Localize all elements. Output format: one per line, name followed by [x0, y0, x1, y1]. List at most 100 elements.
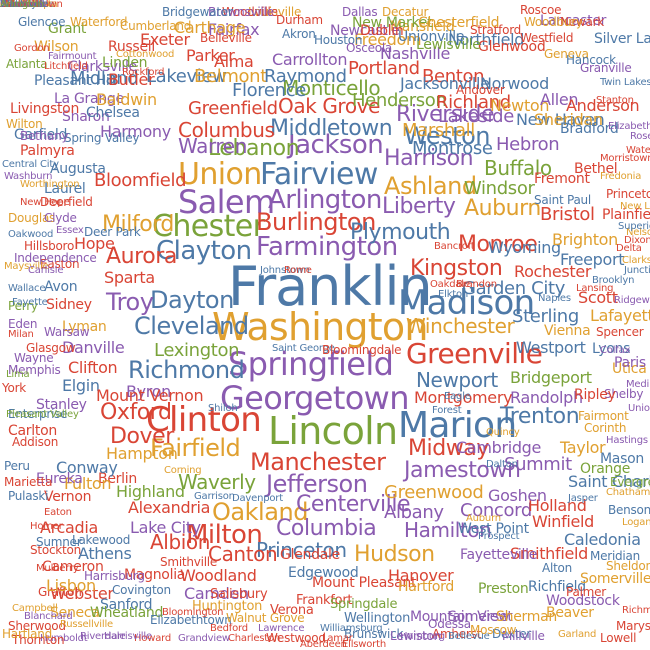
word-danville: Danville: [62, 338, 125, 357]
word-milton: Milton: [186, 520, 263, 550]
word-arlington: Arlington: [268, 185, 382, 215]
word-alma: Alma: [214, 52, 254, 71]
word-litchfield: Litchfield: [44, 61, 88, 72]
word-vernon: Vernon: [44, 489, 92, 505]
word-russellville: Russellville: [60, 619, 113, 630]
word-jackson: Jackson: [288, 130, 384, 160]
word-richmond: Richmond: [622, 605, 650, 616]
word-madison: Madison: [398, 283, 535, 323]
word-brownsville: Brownsville: [208, 5, 274, 19]
word-wallace: Wallace: [8, 283, 46, 294]
word-scott: Scott: [578, 288, 618, 307]
word-lancaster: Lancaster: [540, 13, 607, 29]
word-augusta: Augusta: [50, 161, 106, 177]
word-garrison: Garrison: [194, 491, 235, 502]
word-carlisle: Carlisle: [28, 265, 64, 276]
word-akron: Akron: [282, 27, 316, 41]
word-hampton: Hampton: [106, 444, 178, 463]
word-trenton: Trenton: [500, 404, 580, 429]
word-lebanon: Lebanon: [208, 136, 300, 161]
word-union-city: Union City: [628, 403, 650, 414]
word-wilson: Wilson: [34, 39, 79, 55]
word-cottonwood: Cottonwood: [116, 49, 175, 60]
word-hope: Hope: [74, 234, 115, 253]
word-louisville: Louisville: [248, 5, 302, 19]
word-oakdale: Oakdale: [430, 279, 470, 290]
word-hastings: Hastings: [606, 435, 648, 446]
word-sumner: Sumner: [36, 535, 82, 549]
word-dixon: Dixon: [624, 235, 650, 246]
word-springdale: Springdale: [330, 597, 398, 612]
word-naples: Naples: [538, 293, 571, 304]
word-vienna: Vienna: [544, 323, 591, 339]
word-jacksonville: Jacksonville: [400, 74, 490, 93]
word-douglas: Douglas: [8, 211, 56, 225]
word-peru: Peru: [4, 459, 30, 473]
word-laurel: Laurel: [44, 181, 86, 197]
word-clyde: Clyde: [44, 211, 77, 225]
word-sanford: Sanford: [100, 597, 153, 613]
word-fairview: Fairview: [260, 157, 378, 192]
word-new-castle: New Castle: [0, 0, 55, 10]
word-spencer: Spencer: [596, 325, 644, 339]
word-sidney: Sidney: [46, 297, 92, 313]
word-spring-valley: Spring Valley: [64, 131, 140, 145]
word-mitchell: Mitchell: [0, 0, 38, 10]
word-bradford: Bradford: [560, 121, 619, 137]
word-troy: Troy: [106, 288, 154, 316]
word-nashville: Nashville: [380, 44, 451, 63]
word-nelson: Nelson: [626, 227, 650, 238]
word-springfield: Springfield: [228, 345, 394, 383]
word-sherwood: Sherwood: [8, 619, 66, 633]
word-riverdale: Riverdale: [80, 631, 126, 642]
word-goshen: Goshen: [488, 486, 547, 505]
word-lexington: Lexington: [154, 340, 240, 361]
word-elgin: Elgin: [62, 376, 100, 395]
word-midland: Midland: [70, 68, 139, 89]
word-osceola: Osceola: [346, 41, 393, 55]
word-salisbury: Salisbury: [210, 587, 268, 602]
word-hancock: Hancock: [566, 53, 616, 67]
word-lowell: Lowell: [600, 631, 637, 645]
word-brookfield: Brookfield: [0, 0, 49, 10]
word-manchester: Manchester: [250, 448, 386, 476]
word-sherman: Sherman: [496, 609, 558, 625]
word-norwood: Norwood: [480, 74, 549, 93]
word-salem: Salem: [178, 183, 275, 221]
word-deerfield: Deerfield: [40, 195, 93, 209]
word-garland: Garland: [558, 629, 597, 640]
word-addison: Addison: [12, 435, 59, 449]
word-worthington: Worthington: [20, 179, 80, 190]
word-montrose: Montrose: [412, 138, 493, 159]
word-covington: Covington: [112, 583, 171, 597]
word-eagle: Eagle: [444, 391, 471, 402]
word-bridgewater: Bridgewater: [162, 5, 233, 19]
word-webster: Webster: [50, 584, 114, 603]
word-richmond: Richmond: [128, 356, 245, 384]
word-fredonia: Fredonia: [600, 171, 642, 182]
word-union: Union: [178, 157, 262, 192]
word-monticello: Monticello: [282, 76, 381, 100]
word-twin-lakes: Twin Lakes: [600, 77, 650, 88]
word-jefferson: Jefferson: [266, 470, 368, 498]
word-la-grange: La Grange: [54, 91, 124, 107]
word-morristown: Morristown: [600, 153, 650, 164]
word-newcastle: Newcastle: [330, 23, 400, 39]
word-madison: Madison: [0, 0, 41, 10]
word-roscoe: Roscoe: [520, 3, 562, 17]
word-dover: Dover: [110, 424, 174, 449]
word-williamsburg: Williamsburg: [320, 623, 383, 634]
word-exeter: Exeter: [140, 30, 190, 49]
word-georgetown: Georgetown: [220, 379, 409, 417]
word-florence: Florence: [232, 80, 306, 101]
word-houston: Houston: [314, 33, 363, 47]
word-conway: Conway: [56, 458, 118, 477]
word-marysville: Marysville: [616, 619, 650, 633]
word-waterville: Waterville: [0, 0, 48, 10]
word-warren: Warren: [178, 134, 247, 158]
word-cumberland: Cumberland: [120, 19, 192, 33]
word-randolph: Randolph: [510, 388, 583, 407]
word-essex: Essex: [56, 225, 84, 236]
word-medina: Medina: [626, 379, 650, 390]
